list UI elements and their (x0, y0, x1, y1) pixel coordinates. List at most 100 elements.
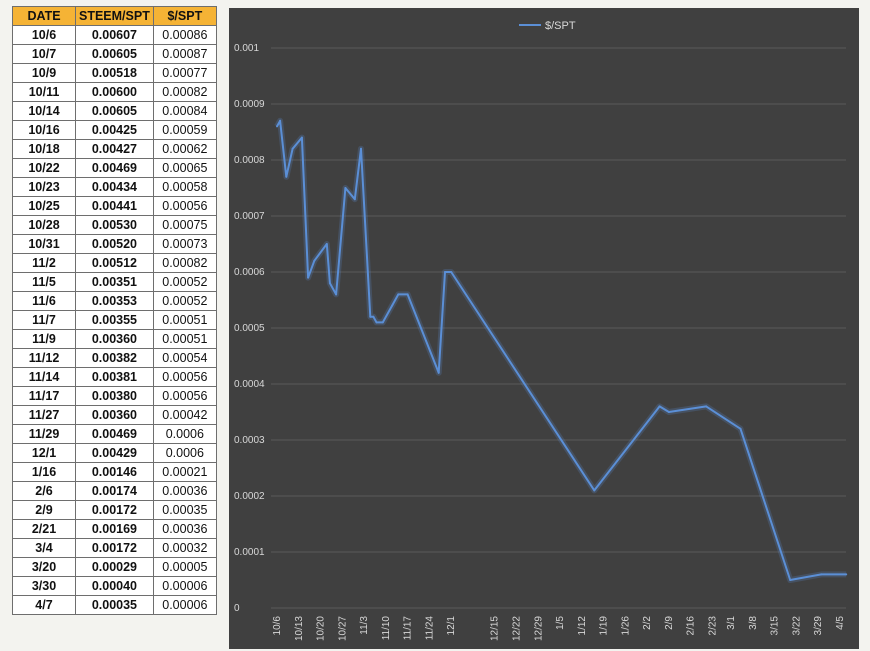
data-point (353, 198, 356, 201)
y-tick-label: 0.001 (234, 43, 259, 54)
date-cell: 11/2 (12, 253, 76, 273)
date-cell: 10/25 (12, 196, 76, 216)
table-row: 10/11 0.00600 0.00082 (12, 82, 217, 102)
steem-spt-cell: 0.00605 (75, 101, 154, 121)
data-point (820, 573, 823, 576)
date-cell: 3/20 (12, 557, 76, 577)
date-header: DATE (12, 6, 76, 26)
date-cell: 10/28 (12, 215, 76, 235)
steem-spt-cell: 0.00469 (75, 424, 154, 444)
steem-spt-cell: 0.00605 (75, 44, 154, 64)
table-header-row: DATE STEEM/SPT $/SPT (12, 6, 217, 26)
date-cell: 11/12 (12, 348, 76, 368)
usd-spt-cell: 0.00042 (152, 405, 217, 425)
table-row: 11/12 0.00382 0.00054 (12, 348, 217, 368)
x-tick-label: 2/9 (664, 616, 675, 630)
table-row: 11/29 0.00469 0.0006 (12, 424, 217, 444)
data-point (335, 293, 338, 296)
date-cell: 11/5 (12, 272, 76, 292)
data-point (325, 243, 328, 245)
x-tick-label: 12/22 (512, 616, 523, 641)
table-row: 10/23 0.00434 0.00058 (12, 177, 217, 197)
date-cell: 10/16 (12, 120, 76, 140)
data-point (444, 271, 446, 273)
data-point (406, 293, 409, 296)
date-cell: 12/1 (12, 443, 76, 463)
steem-spt-cell: 0.00512 (75, 253, 154, 273)
table-row: 10/31 0.00520 0.00073 (12, 234, 217, 254)
x-tick-label: 3/8 (748, 616, 759, 630)
data-point (279, 119, 282, 122)
data-point (360, 147, 362, 150)
x-tick-label: 1/12 (577, 616, 588, 636)
x-tick-label: 12/15 (490, 616, 501, 641)
legend-label: $/SPT (545, 20, 576, 32)
y-tick-label: 0.0003 (234, 435, 265, 446)
date-cell: 2/9 (12, 500, 76, 520)
steem-spt-header: STEEM/SPT (75, 6, 154, 26)
table-row: 10/14 0.00605 0.00084 (12, 101, 217, 121)
usd-spt-cell: 0.00051 (152, 310, 217, 330)
table-row: 2/9 0.00172 0.00035 (12, 500, 217, 520)
x-tick-label: 10/27 (337, 616, 348, 641)
data-point (344, 187, 347, 189)
date-cell: 3/30 (12, 576, 76, 596)
usd-spt-cell: 0.00005 (152, 557, 217, 577)
table-row: 10/25 0.00441 0.00056 (12, 196, 217, 216)
table-row: 11/17 0.00380 0.00056 (12, 386, 217, 406)
steem-spt-cell: 0.00146 (75, 462, 154, 482)
usd-spt-cell: 0.00082 (152, 82, 217, 102)
usd-spt-cell: 0.00054 (152, 348, 217, 368)
table-row: 11/7 0.00355 0.00051 (12, 310, 217, 330)
y-tick-label: 0.0006 (234, 267, 265, 278)
table-row: 10/28 0.00530 0.00075 (12, 215, 217, 235)
data-point (705, 405, 708, 408)
data-point (739, 427, 742, 430)
data-point (300, 136, 303, 139)
data-point (313, 259, 316, 262)
steem-spt-cell: 0.00040 (75, 576, 154, 596)
table-row: 3/4 0.00172 0.00032 (12, 538, 217, 558)
steem-spt-cell: 0.00530 (75, 215, 154, 235)
steem-spt-cell: 0.00353 (75, 291, 154, 311)
steem-spt-cell: 0.00425 (75, 120, 154, 140)
data-point (437, 371, 440, 374)
data-point (397, 293, 400, 296)
date-cell: 4/7 (12, 595, 76, 615)
usd-spt-cell: 0.00062 (152, 139, 217, 159)
data-point (450, 271, 453, 273)
steem-spt-cell: 0.00360 (75, 405, 154, 425)
y-tick-label: 0.0009 (234, 99, 265, 110)
table-row: 11/2 0.00512 0.00082 (12, 253, 217, 273)
x-tick-label: 10/20 (316, 616, 327, 641)
data-point (593, 489, 596, 492)
data-point (285, 175, 288, 178)
table-row: 10/22 0.00469 0.00065 (12, 158, 217, 178)
x-tick-label: 1/19 (599, 616, 610, 636)
usd-spt-cell: 0.00065 (152, 158, 217, 178)
price-line-chart: 0 0.0001 0.0002 0.0003 0.0004 0.0005 0.0006 0.0… (229, 8, 859, 649)
steem-spt-cell: 0.00355 (75, 310, 154, 330)
usd-spt-cell: 0.00032 (152, 538, 217, 558)
y-tick-label: 0.0001 (234, 547, 265, 558)
usd-spt-cell: 0.00087 (152, 44, 217, 64)
steem-spt-cell: 0.00518 (75, 63, 154, 83)
table-row: 11/5 0.00351 0.00052 (12, 272, 217, 292)
usd-spt-cell: 0.00006 (152, 576, 217, 596)
table-row: 2/21 0.00169 0.00036 (12, 519, 217, 539)
x-tick-label: 10/13 (294, 616, 305, 641)
steem-spt-cell: 0.00174 (75, 481, 154, 501)
table-row: 10/9 0.00518 0.00077 (12, 63, 217, 83)
x-tick-label: 12/29 (533, 616, 544, 641)
data-point (391, 304, 394, 307)
steem-spt-cell: 0.00441 (75, 196, 154, 216)
steem-spt-cell: 0.00169 (75, 519, 154, 539)
data-point (307, 276, 310, 279)
steem-spt-cell: 0.00429 (75, 443, 154, 463)
date-cell: 10/22 (12, 158, 76, 178)
steem-spt-cell: 0.00172 (75, 500, 154, 520)
x-tick-label: 11/17 (403, 616, 414, 641)
steem-spt-cell: 0.00351 (75, 272, 154, 292)
steem-spt-cell: 0.00381 (75, 367, 154, 387)
y-tick-label: 0.0005 (234, 323, 265, 334)
